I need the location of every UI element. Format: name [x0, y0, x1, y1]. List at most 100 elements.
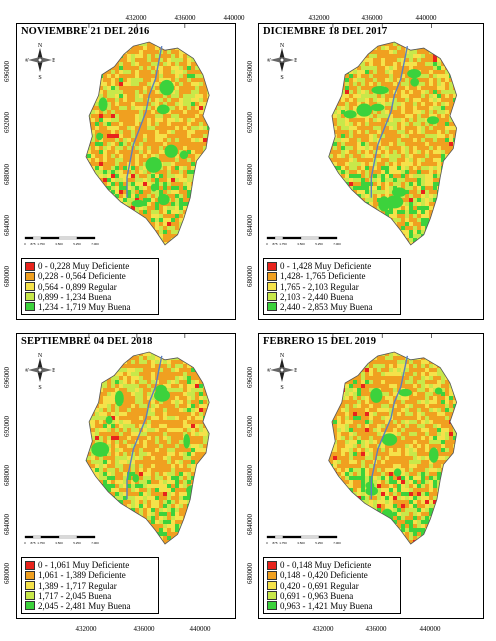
legend-swatch	[267, 581, 277, 591]
map-panel-2016: NOVIEMBRE 21 DEL 2016 N S W E 0 875 1.750 3.500 5…	[16, 23, 236, 320]
map-panel-2018: SEPTIEMBRE 04 DEL 2018 N S W E 0 875 1.750 3.500…	[16, 333, 236, 619]
compass-e-label: E	[294, 58, 297, 64]
scale-label: 0	[24, 242, 26, 246]
river-line	[126, 355, 163, 500]
legend-item: 0,228 - 0,564 Deficiente	[25, 271, 155, 281]
legend-item: 2,045 - 2,481 Muy Buena	[25, 601, 155, 611]
municipality-boundary	[328, 41, 458, 246]
legend-swatch	[267, 591, 277, 601]
legend-item: 0,963 - 1,421 Muy Buena	[267, 601, 397, 611]
y-tick-label: 680000	[246, 266, 254, 287]
compass-n-label: N	[38, 353, 43, 359]
legend-label: 0,899 - 1,234 Buena	[38, 291, 112, 302]
scale-label: 5.250	[315, 242, 323, 246]
scale-label: 3.500	[55, 242, 63, 246]
y-tick-label: 680000	[246, 563, 254, 584]
legend-item: 2,440 - 2,853 Muy Buena	[267, 302, 397, 312]
legend-swatch	[25, 560, 35, 570]
legend-item: 1,234 - 1,719 Muy Buena	[25, 302, 155, 312]
y-tick-label: 688000	[3, 164, 11, 185]
legend-item: 1,389 - 1,717 Regular	[25, 580, 155, 591]
scale-label: 7.000	[333, 541, 341, 545]
compass-n-label: N	[38, 43, 43, 49]
north-arrow-icon: N S W E	[267, 353, 297, 390]
compass-s-label: S	[280, 385, 283, 390]
compass-w-label: W	[25, 58, 29, 64]
y-tick-label: 680000	[3, 563, 11, 584]
scale-label: 1.750	[37, 242, 45, 246]
legend-swatch	[25, 261, 35, 271]
scale-label: 5.250	[315, 541, 323, 545]
compass-w-label: W	[25, 368, 29, 374]
x-tick-bottom-4: 432000	[312, 625, 334, 633]
scale-label: 1.750	[279, 242, 287, 246]
y-tick-label: 684000	[3, 514, 11, 535]
legend-label: 2,103 - 2,440 Buena	[280, 291, 354, 302]
legend-swatch	[25, 282, 35, 292]
scale-label: 3.500	[55, 541, 63, 545]
legend-label: 0,228 - 0,564 Deficiente	[38, 271, 126, 282]
legend-item: 0,148 - 0,420 Deficiente	[267, 570, 397, 580]
legend-label: 0,564 - 0,899 Regular	[38, 281, 117, 292]
legend-swatch	[25, 271, 35, 281]
legend-label: 2,045 - 2,481 Muy Buena	[38, 600, 131, 611]
scale-label: 5.250	[73, 541, 81, 545]
panel-title: SEPTIEMBRE 04 DEL 2018	[21, 336, 153, 347]
vegetation-index-map	[328, 24, 458, 246]
y-tick-label: 688000	[246, 164, 254, 185]
legend-label: 1,765 - 2,103 Regular	[280, 281, 359, 292]
x-tick-bottom-3: 440000	[189, 625, 211, 633]
y-tick-label: 688000	[246, 465, 254, 486]
y-tick-label: 684000	[3, 215, 11, 236]
scale-label: 1.750	[37, 541, 45, 545]
x-tick-bottom-6: 440000	[419, 625, 441, 633]
legend-label: 1,428- 1,765 Deficiente	[280, 271, 366, 282]
legend-label: 0,420 - 0,691 Regular	[280, 580, 359, 591]
scale-label: 5.250	[73, 242, 81, 246]
legend-item: 1,061 - 1,389 Deficiente	[25, 570, 155, 580]
compass-e-label: E	[52, 58, 55, 64]
scale-label: 3.500	[297, 242, 305, 246]
legend-swatch	[267, 292, 277, 302]
compass-s-label: S	[38, 385, 41, 390]
river-line	[370, 355, 409, 500]
scale-bar: 0 875 1.750 3.500 5.250 7.000	[24, 535, 99, 545]
legend-label: 0 - 0,148 Muy Deficiente	[280, 560, 372, 571]
legend-swatch	[267, 271, 277, 281]
y-tick-label: 696000	[3, 367, 11, 388]
legend-label: 0,148 - 0,420 Deficiente	[280, 570, 368, 581]
map-legend: 0 - 1,428 Muy Deficiente 1,428- 1,765 Def…	[263, 258, 401, 315]
scale-label: 875	[30, 242, 35, 246]
y-tick-label: 696000	[246, 367, 254, 388]
legend-label: 2,440 - 2,853 Muy Buena	[280, 301, 373, 312]
map-legend: 0 - 1,061 Muy Deficiente 1,061 - 1,389 De…	[21, 557, 159, 614]
legend-swatch	[25, 292, 35, 302]
compass-s-label: S	[38, 75, 41, 80]
north-arrow-icon: N S W E	[25, 353, 55, 390]
scale-label: 7.000	[91, 541, 99, 545]
y-tick-label: 684000	[246, 215, 254, 236]
scale-bar: 0 875 1.750 3.500 5.250 7.000	[266, 236, 341, 246]
municipality-boundary	[85, 351, 210, 545]
y-tick-label: 684000	[246, 514, 254, 535]
scale-bar: 0 875 1.750 3.500 5.250 7.000	[266, 535, 341, 545]
vegetation-index-map	[85, 24, 210, 246]
panel-title: FEBRERO 15 DEL 2019	[263, 336, 377, 347]
scale-label: 0	[24, 541, 26, 545]
legend-swatch	[267, 261, 277, 271]
compass-w-label: W	[267, 368, 271, 374]
map-legend: 0 - 0,228 Muy Deficiente 0,228 - 0,564 De…	[21, 258, 159, 315]
legend-swatch	[267, 302, 277, 312]
legend-swatch	[25, 581, 35, 591]
x-tick-bottom-5: 436000	[365, 625, 387, 633]
x-tick-bottom-2: 436000	[133, 625, 155, 633]
legend-label: 0 - 1,061 Muy Deficiente	[38, 560, 130, 571]
legend-swatch	[25, 302, 35, 312]
legend-item: 0,691 - 0,963 Buena	[267, 591, 397, 601]
y-tick-label: 692000	[246, 112, 254, 133]
legend-label: 0 - 1,428 Muy Deficiente	[280, 261, 372, 272]
river-line	[126, 45, 163, 198]
legend-item: 1,717 - 2,045 Buena	[25, 591, 155, 601]
legend-label: 1,234 - 1,719 Muy Buena	[38, 301, 131, 312]
panel-title: DICIEMBRE 18 DEL 2017	[263, 26, 388, 37]
